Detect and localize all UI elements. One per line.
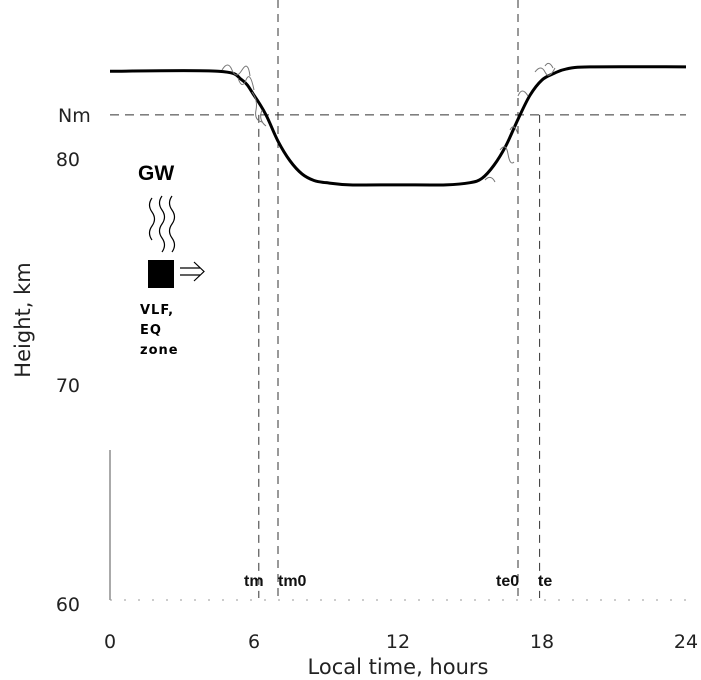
- y-tick-label: 60: [56, 594, 80, 616]
- source-block-icon: [148, 260, 174, 288]
- x-tick-label: 6: [248, 631, 260, 653]
- gw-annotation: GW VLF, EQ zone: [138, 162, 205, 358]
- data-scatter-squiggles: [221, 62, 556, 183]
- x-tick-label: 24: [674, 631, 698, 653]
- x-tick-label: 18: [530, 631, 554, 653]
- x-axis-title: Local time, hours: [308, 655, 489, 679]
- marker-labels: tm tm0 te0 te: [244, 573, 552, 590]
- x-tick-label: 0: [104, 631, 116, 653]
- height-curve: [109, 65, 687, 187]
- y-tick-labels: 80 70 60: [56, 149, 80, 616]
- y-tick-label: 80: [56, 149, 80, 171]
- marker-label-te: te: [538, 573, 552, 590]
- nm-label: Nm: [58, 105, 91, 127]
- marker-label-tm0: tm0: [278, 573, 307, 590]
- y-tick-label: 70: [56, 375, 80, 397]
- source-line-1: VLF,: [140, 303, 174, 318]
- x-tick-labels: 0 6 12 18 24: [104, 631, 698, 653]
- time-marker-lines: [258, 0, 541, 598]
- source-line-3: zone: [140, 343, 179, 358]
- marker-label-te0: te0: [496, 573, 519, 590]
- y-axis-title: Height, km: [11, 262, 35, 377]
- marker-label-tm: tm: [244, 573, 264, 590]
- gravity-wave-icon: [148, 195, 176, 253]
- gw-title: GW: [138, 162, 174, 185]
- source-line-2: EQ: [140, 323, 162, 338]
- x-tick-label: 12: [386, 631, 410, 653]
- arrow-right-icon: [180, 261, 205, 282]
